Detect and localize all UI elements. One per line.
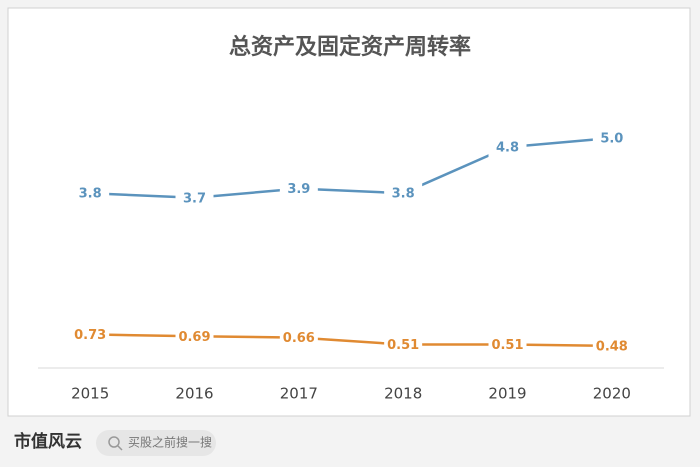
data-label: 3.8	[79, 187, 102, 202]
x-tick-label: 2018	[384, 385, 422, 403]
data-label: 0.48	[596, 339, 628, 354]
plot: 2015 2016 2017 2018 2019 2020 3.8 3.7 3.9 3.8 4.8 5…	[71, 128, 631, 403]
brand: 市值风云	[14, 431, 82, 452]
x-tick-label: 2016	[175, 385, 213, 403]
search-icon	[108, 436, 120, 448]
data-label-bg	[175, 187, 214, 208]
search-placeholder: 买股之前搜一搜	[128, 435, 212, 450]
data-label-bg	[175, 326, 214, 347]
data-label-bg	[71, 183, 110, 204]
x-tick-label: 2017	[280, 385, 318, 403]
chart-frame	[7, 7, 691, 417]
data-label: 3.8	[392, 187, 415, 202]
data-label-bg	[279, 327, 318, 348]
x-tick-label: 2019	[488, 385, 526, 403]
data-label: 0.69	[178, 330, 210, 345]
data-label: 0.73	[74, 328, 106, 343]
x-tick-label: 2020	[593, 385, 631, 403]
data-label: 0.51	[387, 338, 419, 353]
data-label-bg	[279, 178, 318, 199]
data-label: 0.66	[283, 331, 315, 346]
data-label-bg	[384, 334, 423, 355]
search-icon-handle	[117, 445, 123, 451]
data-label: 4.8	[496, 141, 519, 156]
data-label: 3.7	[183, 191, 206, 206]
x-tick-label: 2015	[71, 385, 109, 403]
data-label: 5.0	[600, 132, 623, 147]
data-label: 3.9	[287, 182, 310, 197]
data-label-bg	[384, 183, 423, 204]
data-label-bg	[488, 137, 527, 158]
data-label: 0.51	[491, 338, 523, 353]
data-label-bg	[592, 335, 631, 356]
data-label-bg	[592, 128, 631, 148]
data-label-bg	[488, 334, 527, 355]
chart-title: 总资产及固定资产周转率	[229, 34, 471, 60]
data-label-bg	[71, 324, 110, 345]
search-box[interactable]	[96, 430, 216, 456]
